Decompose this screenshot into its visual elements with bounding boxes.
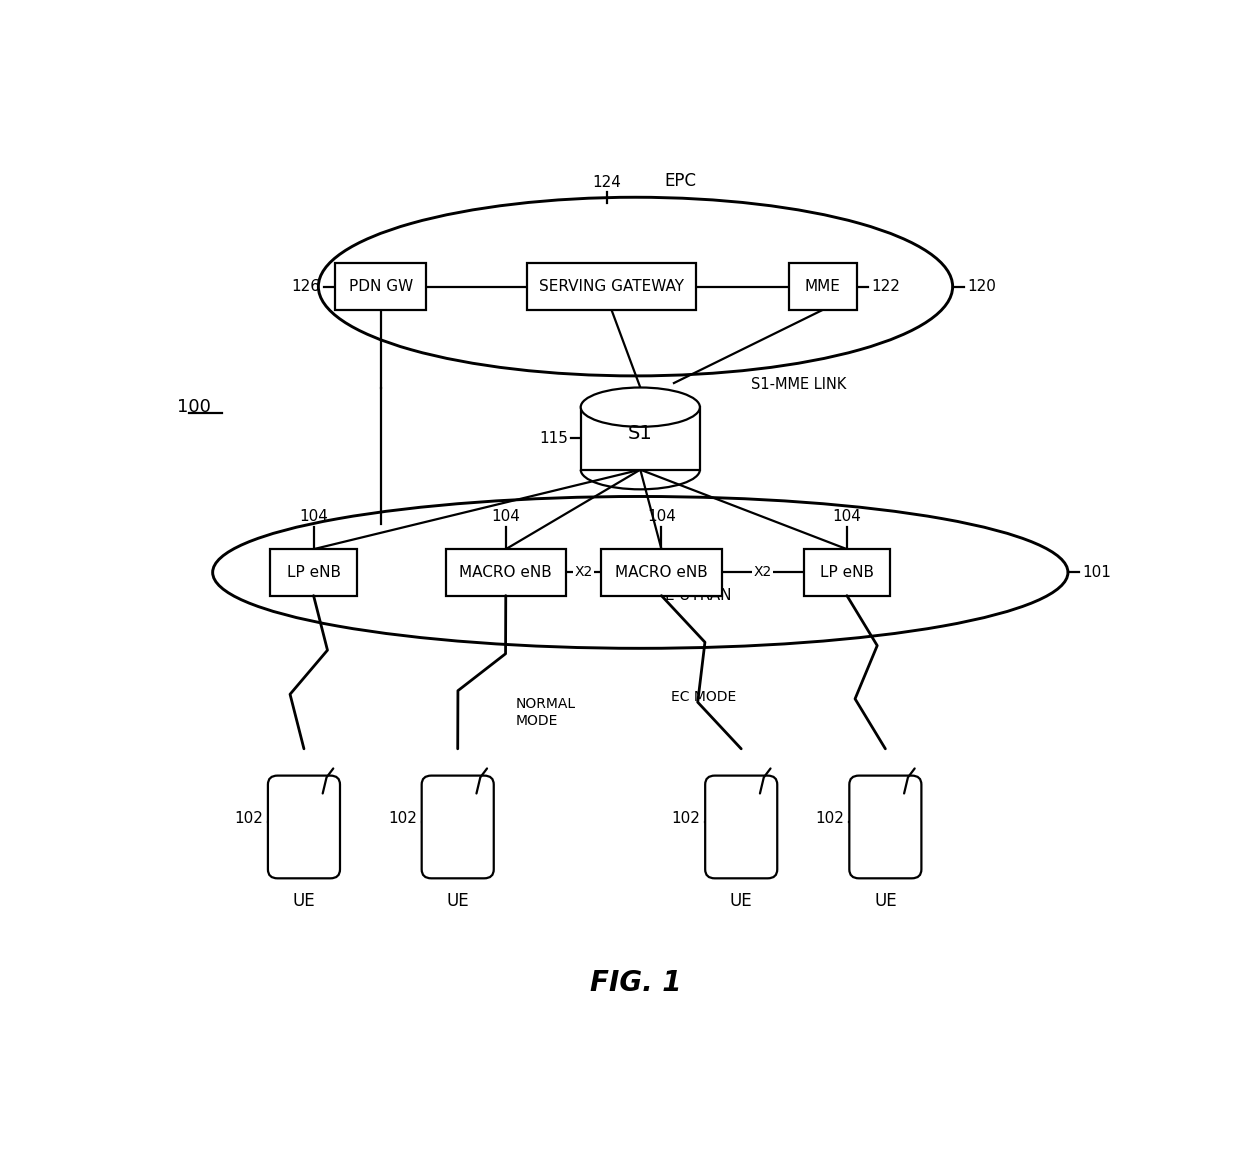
Text: EPC: EPC: [665, 172, 697, 190]
Text: E-UTRAN: E-UTRAN: [665, 588, 732, 603]
Text: 124: 124: [593, 175, 621, 190]
Text: 104: 104: [647, 509, 676, 524]
Text: LP eNB: LP eNB: [820, 565, 874, 580]
Text: 100: 100: [176, 398, 211, 416]
Text: SERVING GATEWAY: SERVING GATEWAY: [539, 280, 684, 295]
Text: UE: UE: [293, 892, 315, 909]
Text: NORMAL
MODE: NORMAL MODE: [516, 697, 575, 727]
Text: MACRO eNB: MACRO eNB: [459, 565, 552, 580]
Text: S1: S1: [627, 425, 652, 443]
FancyBboxPatch shape: [270, 549, 357, 595]
Text: X2: X2: [574, 565, 593, 579]
Text: UE: UE: [730, 892, 753, 909]
Text: PDN GW: PDN GW: [348, 280, 413, 295]
Text: 126: 126: [291, 280, 321, 295]
Text: FIG. 1: FIG. 1: [590, 970, 681, 998]
Text: 104: 104: [832, 509, 862, 524]
FancyBboxPatch shape: [527, 263, 696, 310]
Text: LP eNB: LP eNB: [286, 565, 341, 580]
Text: MME: MME: [805, 280, 841, 295]
Text: UE: UE: [874, 892, 897, 909]
Bar: [580, 407, 699, 470]
Text: 102: 102: [234, 811, 263, 826]
Text: MACRO eNB: MACRO eNB: [615, 565, 708, 580]
FancyBboxPatch shape: [445, 549, 565, 595]
Text: EC MODE: EC MODE: [671, 690, 737, 704]
Text: 104: 104: [491, 509, 521, 524]
Text: UE: UE: [446, 892, 469, 909]
Text: 122: 122: [870, 280, 900, 295]
Text: 101: 101: [1083, 565, 1111, 580]
FancyBboxPatch shape: [789, 263, 857, 310]
Text: 104: 104: [299, 509, 329, 524]
Text: 102: 102: [816, 811, 844, 826]
FancyBboxPatch shape: [335, 263, 427, 310]
FancyBboxPatch shape: [849, 776, 921, 878]
Text: X2: X2: [754, 565, 771, 579]
FancyBboxPatch shape: [422, 776, 494, 878]
Text: 115: 115: [539, 430, 568, 445]
FancyBboxPatch shape: [601, 549, 722, 595]
Text: 120: 120: [967, 280, 996, 295]
Text: 102: 102: [672, 811, 701, 826]
FancyBboxPatch shape: [268, 776, 340, 878]
FancyBboxPatch shape: [706, 776, 777, 878]
FancyBboxPatch shape: [804, 549, 890, 595]
Text: 102: 102: [388, 811, 417, 826]
Text: S1-MME LINK: S1-MME LINK: [751, 377, 846, 392]
Ellipse shape: [580, 387, 699, 427]
